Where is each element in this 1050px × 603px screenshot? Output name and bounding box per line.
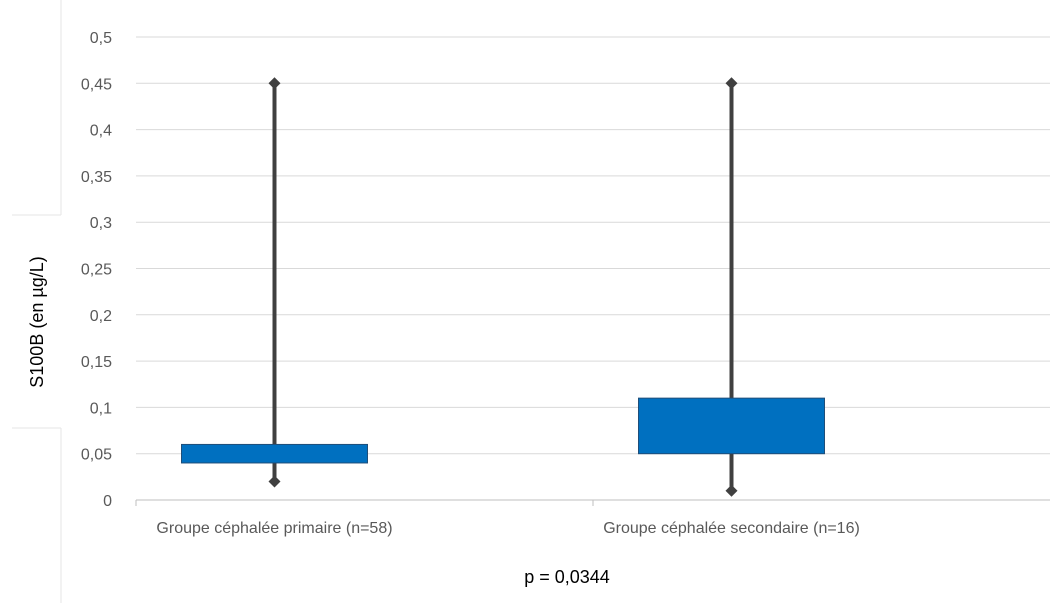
y-axis-label: S100B (en µg/L) [27, 256, 47, 387]
y-tick-label: 0,2 [90, 308, 112, 325]
y-tick-label: 0,1 [90, 400, 112, 417]
y-tick-label: 0,4 [90, 123, 112, 140]
x-axis-categories: Groupe céphalée primaire (n=58) Groupe cé… [156, 520, 859, 537]
max-marker [725, 77, 738, 90]
y-tick-label: 0,15 [81, 354, 112, 371]
category-label: Groupe céphalée secondaire (n=16) [603, 520, 860, 537]
y-tick-label: 0,35 [81, 169, 112, 186]
y-tick-label: 0,3 [90, 215, 112, 232]
y-axis-ticks: 0 0,05 0,1 0,15 0,2 0,25 0,3 0,35 0,4 0,45 0,5 [81, 30, 112, 510]
box [638, 397, 825, 455]
box-group [638, 77, 825, 497]
min-marker [725, 484, 738, 497]
box [181, 443, 368, 464]
y-tick-label: 0,25 [81, 262, 112, 279]
max-marker [268, 77, 281, 90]
y-tick-label: 0 [103, 493, 112, 510]
category-label: Groupe céphalée primaire (n=58) [156, 520, 392, 537]
y-tick-label: 0,45 [81, 76, 112, 93]
box-series [181, 77, 825, 497]
p-value-annotation: p = 0,0344 [524, 567, 610, 587]
box-group [181, 77, 368, 488]
min-marker [268, 475, 281, 488]
y-tick-label: 0,05 [81, 447, 112, 464]
y-tick-label: 0,5 [90, 30, 112, 47]
